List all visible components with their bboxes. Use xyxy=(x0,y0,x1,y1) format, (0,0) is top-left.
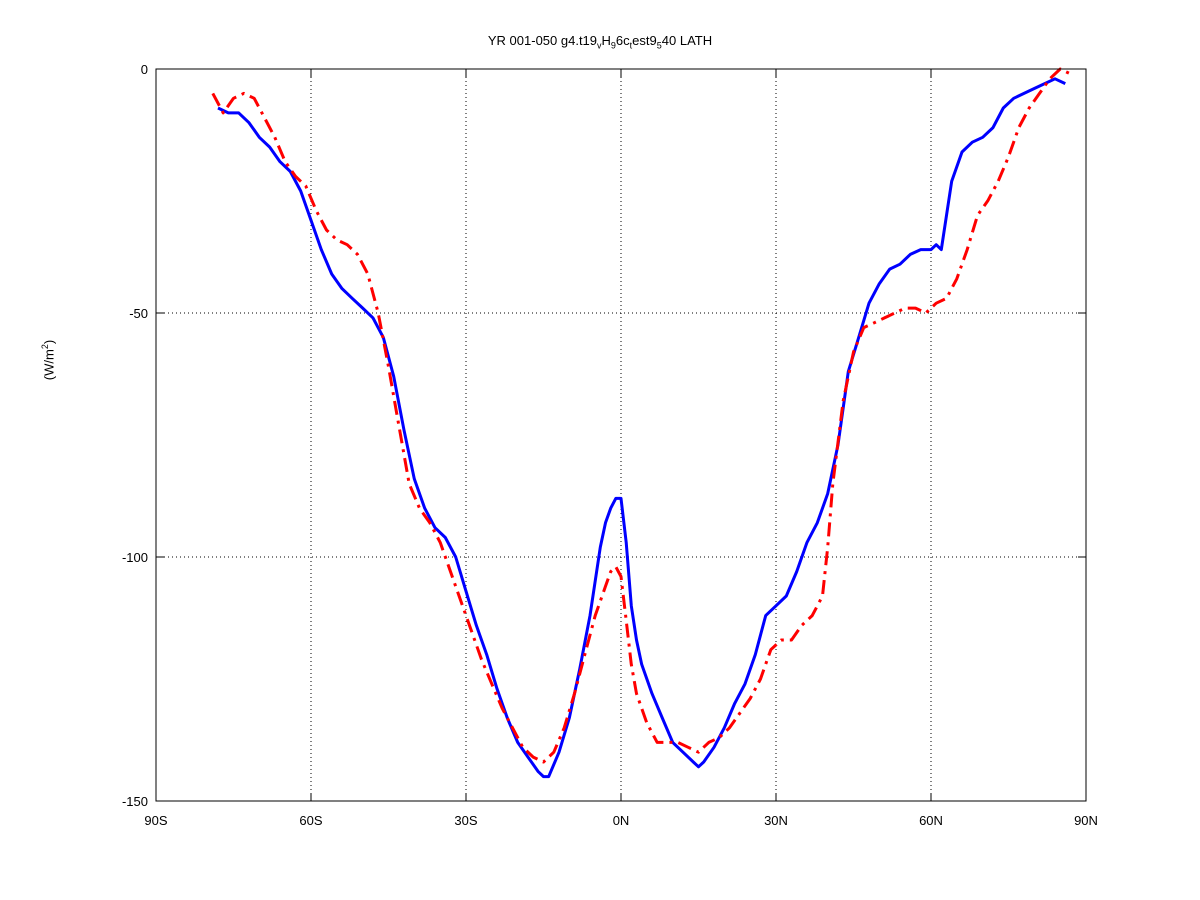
title-part: est9 xyxy=(632,33,657,48)
x-tick-label: 30N xyxy=(764,813,788,828)
plot-area xyxy=(156,69,1086,801)
title-part: H xyxy=(601,33,611,48)
title-subscript: t xyxy=(629,40,633,51)
x-tick-label: 0N xyxy=(613,813,630,828)
series-line-dashdot xyxy=(211,67,1072,764)
x-tick-label: 90N xyxy=(1074,813,1098,828)
grid xyxy=(156,69,1086,801)
x-tick-label: 60N xyxy=(919,813,943,828)
y-tick-label: 0 xyxy=(141,62,148,77)
series-line-solid xyxy=(217,77,1066,779)
ticks: 90S 60S 30S 0N 30N 60N 90N 0 -50 -100 -150 xyxy=(122,62,1098,828)
y-tick-label: -50 xyxy=(129,306,148,321)
x-tick-label: 60S xyxy=(299,813,322,828)
chart-title: YR 001-050 g4.t19vH96ctest9540 LATH xyxy=(0,33,1200,51)
series-group xyxy=(211,67,1072,779)
title-part: YR 001-050 g4.t19 xyxy=(487,33,598,48)
title-subscript: 9 xyxy=(610,40,616,51)
title-subscript: v xyxy=(597,40,602,51)
x-tick-label: 30S xyxy=(454,813,477,828)
y-tick-label: -100 xyxy=(122,550,148,565)
title-part: 40 LATH xyxy=(661,33,713,48)
title-part: 6c xyxy=(615,33,630,48)
y-tick-label: -150 xyxy=(122,794,148,809)
x-tick-label: 90S xyxy=(144,813,167,828)
title-subscript: 5 xyxy=(656,40,662,51)
